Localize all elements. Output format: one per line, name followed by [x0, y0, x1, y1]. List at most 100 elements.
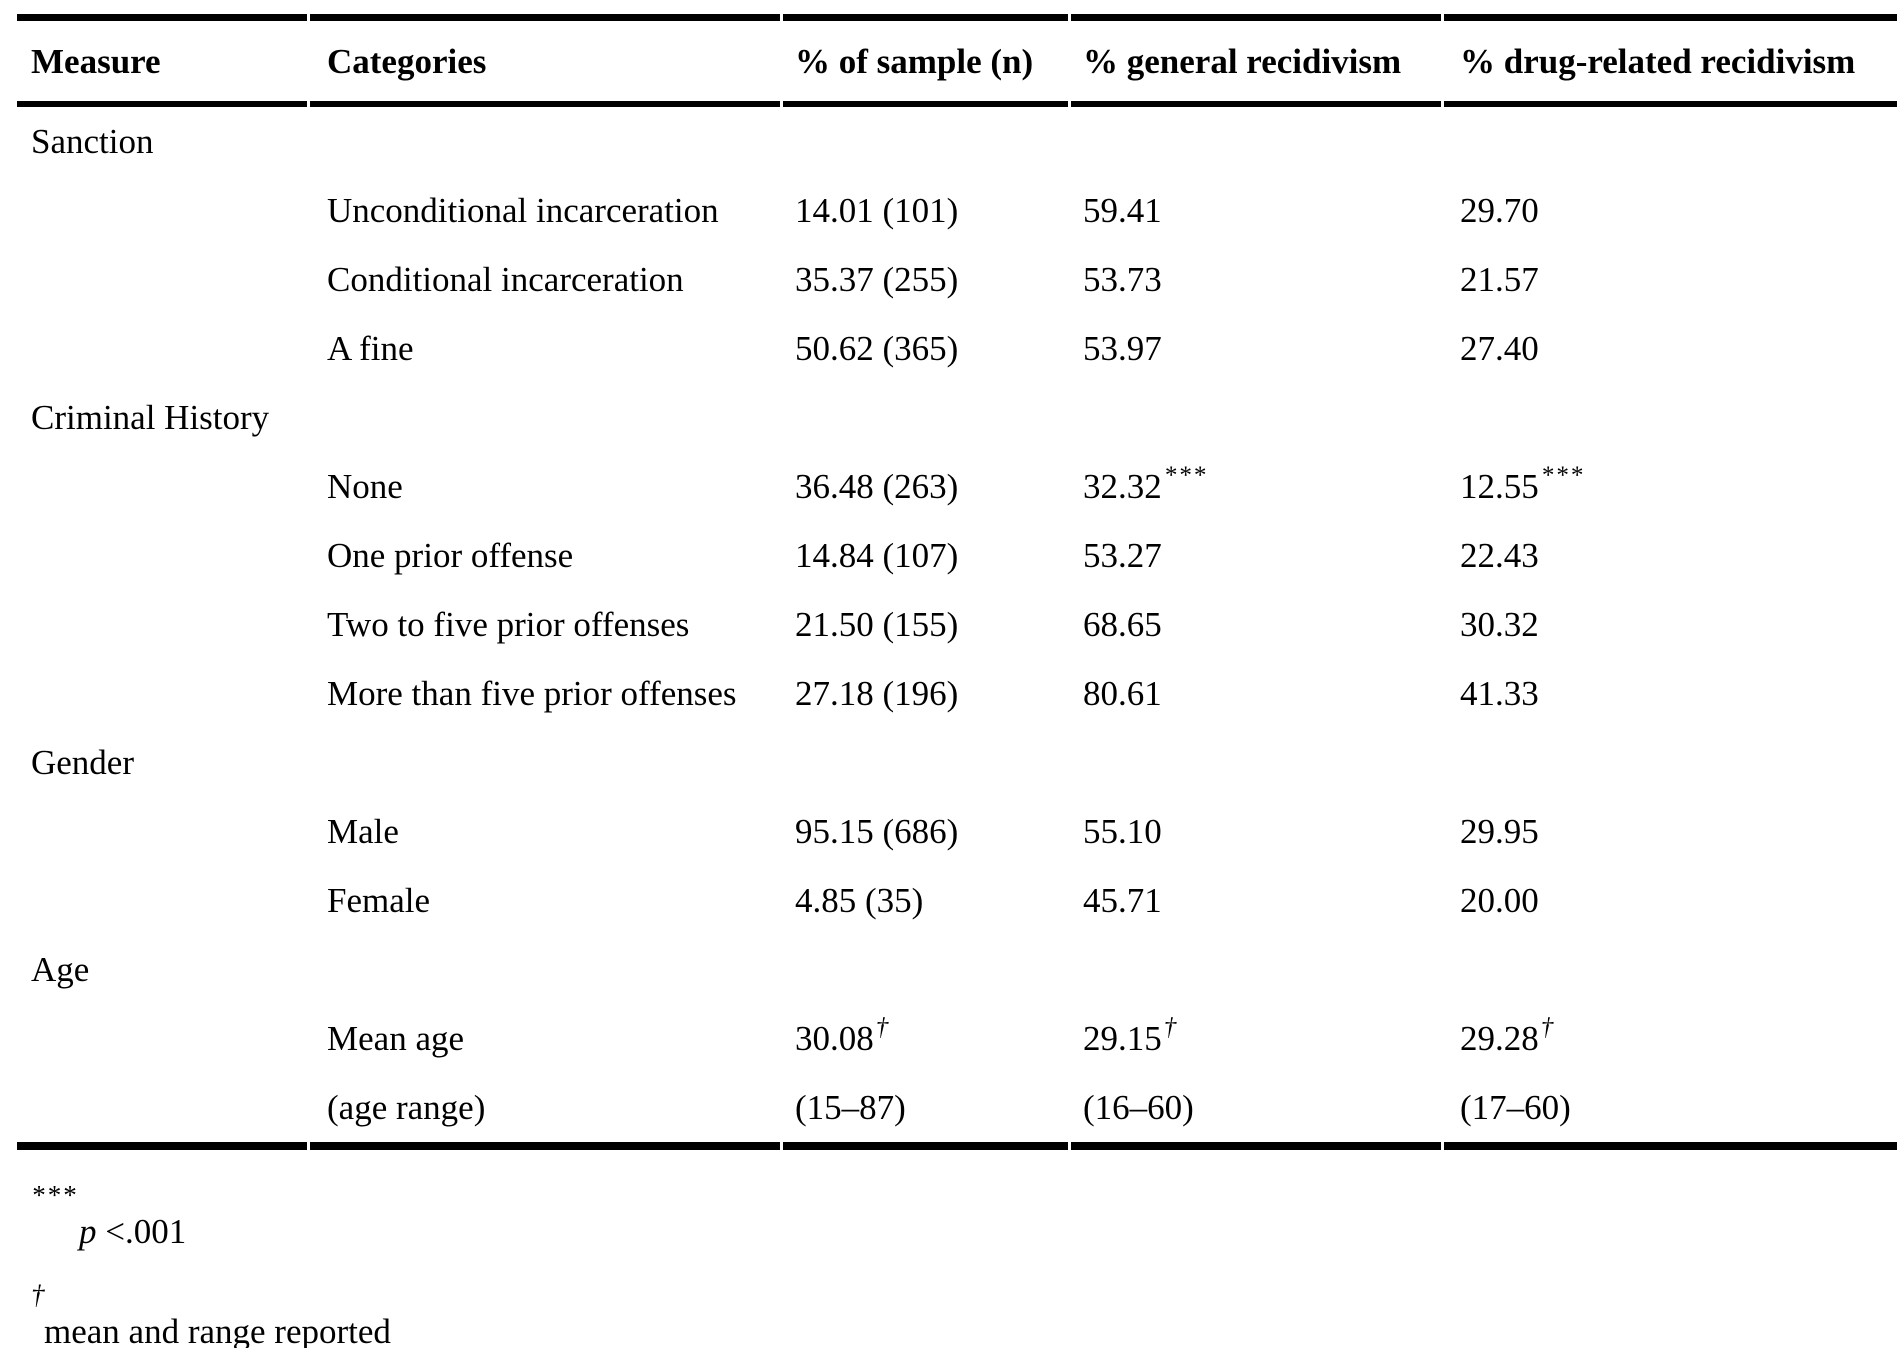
cell-value: 50.62 (365)	[795, 328, 959, 368]
cell-value: 14.01 (101)	[795, 190, 959, 230]
empty-cell	[1444, 935, 1897, 1004]
cell-value: Conditional incarceration	[327, 259, 684, 299]
table-row: Conditional incarceration 35.37 (255) 53.7…	[17, 245, 1897, 314]
cell-value: 53.97	[1083, 328, 1162, 368]
empty-cell	[783, 383, 1068, 452]
category-cell: A fine	[310, 314, 780, 383]
table-row: More than five prior offenses 27.18 (196)…	[17, 659, 1897, 728]
measure-spacer-cell	[17, 1004, 307, 1073]
measure-section-row: Sanction	[17, 107, 1897, 176]
empty-cell	[1444, 107, 1897, 176]
drug-recidivism-cell: (17–60)	[1444, 1073, 1897, 1150]
empty-cell	[310, 935, 780, 1004]
empty-cell	[783, 935, 1068, 1004]
drug-recidivism-cell: 20.00	[1444, 866, 1897, 935]
significance-marker: ***	[31, 1180, 78, 1210]
empty-cell	[310, 728, 780, 797]
table-row: Two to five prior offenses 21.50 (155) 68.…	[17, 590, 1897, 659]
sample-cell: 4.85 (35)	[783, 866, 1068, 935]
footnote-text-dagger: mean and range reported	[44, 1312, 391, 1348]
cell-value: 4.85 (35)	[795, 880, 924, 920]
cell-value: None	[327, 466, 403, 506]
measure-spacer-cell	[17, 452, 307, 521]
cell-value: Female	[327, 880, 431, 920]
cell-value: 95.15 (686)	[795, 811, 959, 851]
cell-value: (age range)	[327, 1087, 486, 1127]
dagger-marker: †	[1163, 1013, 1179, 1041]
p-value: <.001	[96, 1212, 187, 1251]
cell-value: 21.57	[1460, 259, 1539, 299]
cell-value: 59.41	[1083, 190, 1162, 230]
sample-cell: 30.08†	[783, 1004, 1068, 1073]
p-symbol: p	[79, 1212, 97, 1251]
measure-spacer-cell	[17, 245, 307, 314]
table-row: Unconditional incarceration 14.01 (101) 59…	[17, 176, 1897, 245]
measure-section-row: Criminal History	[17, 383, 1897, 452]
cell-value: (17–60)	[1460, 1087, 1571, 1127]
empty-cell	[310, 383, 780, 452]
general-recidivism-cell: 32.32***	[1071, 452, 1441, 521]
general-recidivism-cell: 29.15†	[1071, 1004, 1441, 1073]
cell-value: (15–87)	[795, 1087, 906, 1127]
empty-cell	[1071, 107, 1441, 176]
dagger-marker: †	[1540, 1013, 1556, 1041]
category-cell: Female	[310, 866, 780, 935]
measure-spacer-cell	[17, 176, 307, 245]
header-row: Measure Categories % of sample (n) % gen…	[17, 14, 1897, 107]
category-cell: Unconditional incarceration	[310, 176, 780, 245]
cell-value: (16–60)	[1083, 1087, 1194, 1127]
cell-value: 29.95	[1460, 811, 1539, 851]
cell-value: 20.00	[1460, 880, 1539, 920]
cell-value: 80.61	[1083, 673, 1162, 713]
measure-spacer-cell	[17, 1073, 307, 1150]
empty-cell	[783, 107, 1068, 176]
table-header: Measure Categories % of sample (n) % gen…	[17, 14, 1897, 107]
category-cell: Conditional incarceration	[310, 245, 780, 314]
cell-value: One prior offense	[327, 535, 574, 575]
measure-spacer-cell	[17, 314, 307, 383]
category-cell: Two to five prior offenses	[310, 590, 780, 659]
table-body: Sanction Unconditional incarceration 14.01…	[17, 107, 1897, 1150]
footnotes: *** p <.001 † mean and range reported	[31, 1180, 1883, 1348]
category-cell: None	[310, 452, 780, 521]
empty-cell	[1071, 728, 1441, 797]
cell-value: 22.43	[1460, 535, 1539, 575]
cell-value: Male	[327, 811, 399, 851]
measure-label: Gender	[31, 742, 135, 782]
recidivism-table: Measure Categories % of sample (n) % gen…	[14, 14, 1897, 1150]
empty-cell	[1444, 383, 1897, 452]
sample-cell: 36.48 (263)	[783, 452, 1068, 521]
column-header-categories: Categories	[310, 14, 780, 107]
measure-section-row: Age	[17, 935, 1897, 1004]
measure-section-row: Gender	[17, 728, 1897, 797]
table-row: None 36.48 (263) 32.32*** 12.55***	[17, 452, 1897, 521]
cell-value: Unconditional incarceration	[327, 190, 719, 230]
measure-label: Sanction	[31, 121, 154, 161]
cell-value: 35.37 (255)	[795, 259, 959, 299]
cell-value: A fine	[327, 328, 414, 368]
empty-cell	[1444, 728, 1897, 797]
category-cell: (age range)	[310, 1073, 780, 1150]
cell-value: 29.28	[1460, 1018, 1539, 1058]
drug-recidivism-cell: 12.55***	[1444, 452, 1897, 521]
drug-recidivism-cell: 41.33	[1444, 659, 1897, 728]
category-cell: More than five prior offenses	[310, 659, 780, 728]
drug-recidivism-cell: 30.32	[1444, 590, 1897, 659]
general-recidivism-cell: 53.27	[1071, 521, 1441, 590]
cell-value: 30.08	[795, 1018, 874, 1058]
drug-recidivism-cell: 29.70	[1444, 176, 1897, 245]
cell-value: Two to five prior offenses	[327, 604, 690, 644]
measure-spacer-cell	[17, 521, 307, 590]
measure-spacer-cell	[17, 659, 307, 728]
significance-marker: ***	[1163, 461, 1208, 489]
cell-value: 36.48 (263)	[795, 466, 959, 506]
empty-cell	[1071, 383, 1441, 452]
column-header-general-recidivism: % general recidivism	[1071, 14, 1441, 107]
category-cell: Mean age	[310, 1004, 780, 1073]
footnote-significance: *** p <.001	[31, 1180, 1883, 1254]
sample-cell: 27.18 (196)	[783, 659, 1068, 728]
category-cell: One prior offense	[310, 521, 780, 590]
table-row: One prior offense 14.84 (107) 53.27 22.43	[17, 521, 1897, 590]
drug-recidivism-cell: 29.28†	[1444, 1004, 1897, 1073]
